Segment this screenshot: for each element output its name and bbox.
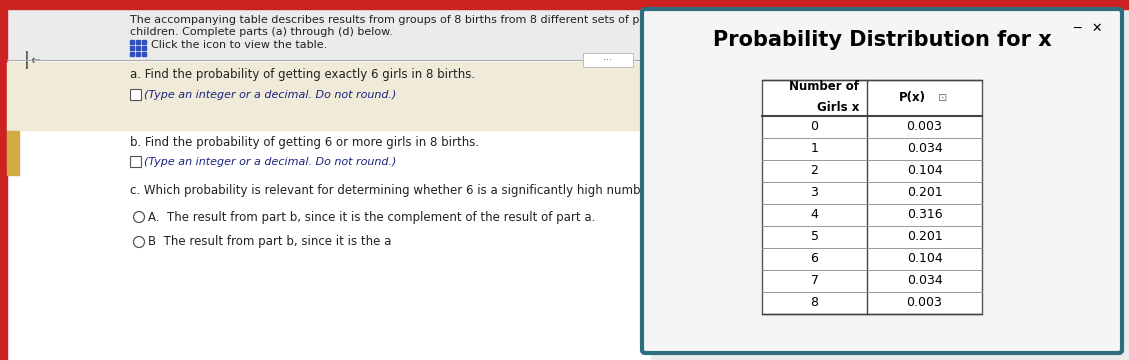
Bar	[762, 80, 982, 314]
Text: Probability Distribution for x: Probability Distribution for x	[712, 30, 1051, 50]
Text: Girls x: Girls x	[816, 101, 859, 114]
Text: 0.104: 0.104	[907, 252, 943, 266]
Text: ✕: ✕	[1092, 22, 1102, 35]
Text: a. Find the probability of getting exactly 6 girls in 8 births.: a. Find the probability of getting exact…	[130, 68, 475, 81]
Text: 0: 0	[811, 121, 819, 134]
Bar	[0, 9, 7, 360]
Bar	[130, 89, 141, 100]
Bar	[0, 0, 1129, 9]
Text: ···: ···	[604, 55, 613, 65]
Text: ⊡: ⊡	[938, 93, 947, 103]
Text: 5: 5	[811, 230, 819, 243]
Bar	[142, 52, 146, 56]
Bar	[142, 40, 146, 44]
Bar	[7, 62, 650, 130]
Bar	[142, 46, 146, 50]
Bar	[130, 46, 134, 50]
Text: 0.034: 0.034	[907, 274, 943, 288]
Bar	[135, 40, 140, 44]
Bar	[130, 40, 134, 44]
Text: b. Find the probability of getting 6 or more girls in 8 births.: b. Find the probability of getting 6 or …	[130, 136, 479, 149]
Text: (Type an integer or a decimal. Do not round.): (Type an integer or a decimal. Do not ro…	[145, 90, 396, 100]
Text: P(x): P(x)	[899, 91, 926, 104]
Circle shape	[133, 237, 145, 248]
Bar	[7, 131, 19, 175]
Bar	[135, 46, 140, 50]
Text: B  The result from part b, since it is the a: B The result from part b, since it is th…	[148, 235, 392, 248]
Text: Click the icon to view the table.: Click the icon to view the table.	[151, 40, 327, 50]
Text: 2: 2	[811, 165, 819, 177]
Text: Number of: Number of	[789, 80, 859, 93]
Text: 3: 3	[811, 186, 819, 199]
Bar	[135, 52, 140, 56]
Text: A.  The result from part b, since it is the complement of the result of part a.: A. The result from part b, since it is t…	[148, 211, 595, 224]
Bar	[130, 156, 141, 167]
Bar	[583, 53, 633, 67]
Text: 0.003: 0.003	[907, 121, 943, 134]
Text: 7: 7	[811, 274, 819, 288]
Text: c. Which probability is relevant for determining whether 6 is a significantly hi: c. Which probability is relevant for det…	[130, 184, 723, 197]
Text: 0.201: 0.201	[907, 230, 943, 243]
Text: |←: |←	[21, 51, 42, 69]
Text: 1: 1	[811, 143, 819, 156]
Text: The accompanying table describes results from groups of 8 births from 8 differen: The accompanying table describes results…	[130, 15, 1034, 25]
Text: 0.201: 0.201	[907, 186, 943, 199]
Text: 0.003: 0.003	[907, 297, 943, 310]
Text: 6: 6	[811, 252, 819, 266]
Text: 4: 4	[811, 208, 819, 221]
Text: ─: ─	[1074, 22, 1080, 35]
Circle shape	[133, 211, 145, 222]
Text: 8: 8	[811, 297, 819, 310]
Text: 0.104: 0.104	[907, 165, 943, 177]
Bar	[7, 60, 650, 360]
Text: 0.034: 0.034	[907, 143, 943, 156]
Text: (Type an integer or a decimal. Do not round.): (Type an integer or a decimal. Do not ro…	[145, 157, 396, 167]
Text: children. Complete parts (a) through (d) below.: children. Complete parts (a) through (d)…	[130, 27, 393, 37]
Bar	[130, 52, 134, 56]
FancyBboxPatch shape	[642, 9, 1122, 353]
Text: 0.316: 0.316	[907, 208, 943, 221]
